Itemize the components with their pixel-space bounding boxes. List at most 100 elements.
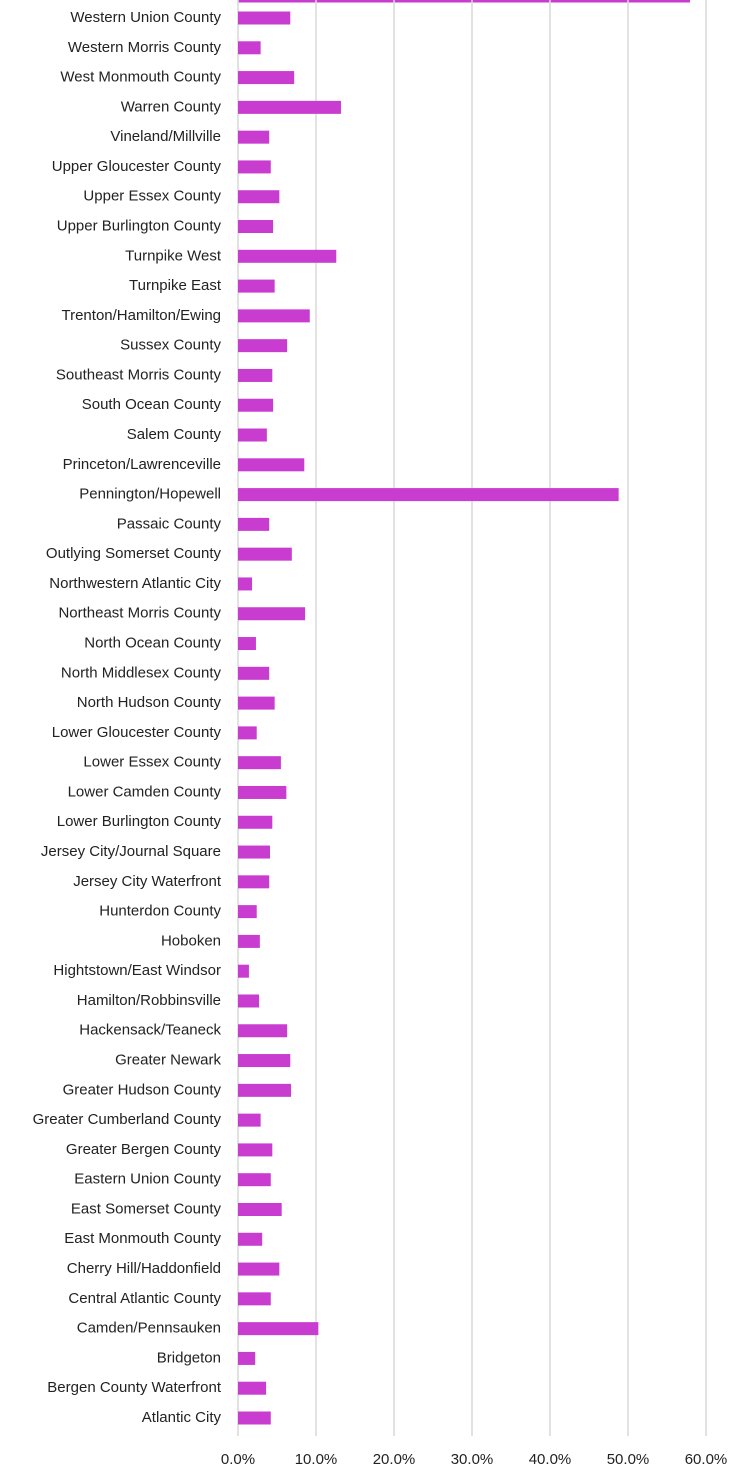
bar <box>238 249 337 263</box>
bar <box>238 428 267 442</box>
x-tick-label: 20.0% <box>373 1451 416 1468</box>
y-tick-label: Northeast Morris County <box>58 605 221 622</box>
y-tick-label: Jersey City Waterfront <box>73 873 222 890</box>
y-tick-label: Warren County <box>121 98 222 115</box>
y-tick-label: Western Morris County <box>68 39 222 56</box>
bar <box>238 726 257 740</box>
bar <box>238 1381 267 1395</box>
y-tick-label: Turnpike West <box>125 247 222 264</box>
y-tick-label: Princeton/Lawrenceville <box>63 456 221 473</box>
y-tick-label: Hackensack/Teaneck <box>79 1022 221 1039</box>
bar <box>238 785 287 799</box>
bar <box>238 845 270 859</box>
y-tick-label: Hoboken <box>161 932 221 949</box>
bar <box>238 1113 261 1127</box>
bar <box>238 607 306 621</box>
y-tick-label: Greater Hudson County <box>63 1081 222 1098</box>
x-tick-label: 10.0% <box>295 1451 338 1468</box>
y-tick-label: East Monmouth County <box>64 1230 221 1247</box>
bar <box>238 1292 271 1306</box>
y-tick-label: South Ocean County <box>82 396 222 413</box>
y-tick-label: Lower Camden County <box>68 783 222 800</box>
y-tick-label: Sussex County <box>120 337 221 354</box>
bar <box>238 994 260 1008</box>
bar <box>238 220 274 234</box>
bar <box>238 517 270 531</box>
y-tick-label: Greater Cumberland County <box>33 1111 222 1128</box>
bar <box>238 547 292 561</box>
bar <box>238 1232 263 1246</box>
bar <box>238 339 288 353</box>
y-tick-label: Lower Burlington County <box>57 813 222 830</box>
bar <box>238 71 295 85</box>
x-tick-label: 30.0% <box>451 1451 494 1468</box>
bar <box>238 666 270 680</box>
bar <box>238 815 273 829</box>
bar <box>238 279 275 293</box>
y-tick-label: Bridgeton <box>157 1349 221 1366</box>
bar <box>238 1143 273 1157</box>
y-tick-label: North Middlesex County <box>61 664 222 681</box>
bar <box>238 756 281 770</box>
bar <box>238 1351 256 1365</box>
bar <box>238 577 253 591</box>
bar <box>238 11 291 25</box>
bar <box>238 1411 271 1425</box>
y-tick-label: Passaic County <box>117 515 222 532</box>
x-tick-label: 0.0% <box>221 1451 255 1468</box>
y-tick-label: Jersey City/Journal Square <box>41 843 221 860</box>
y-tick-label: Trenton/Hamilton/Ewing <box>61 307 221 324</box>
x-tick-label: 50.0% <box>607 1451 650 1468</box>
y-tick-label: Lower Essex County <box>83 754 221 771</box>
y-tick-label: Upper Gloucester County <box>52 158 222 175</box>
bar <box>238 458 305 472</box>
y-tick-label: Southeast Morris County <box>56 366 222 383</box>
y-tick-label: Camden/Pennsauken <box>77 1320 221 1337</box>
bar <box>238 488 619 502</box>
y-tick-label: Upper Essex County <box>83 188 221 205</box>
y-tick-label: North Hudson County <box>77 694 222 711</box>
x-tick-label: 60.0% <box>685 1451 728 1468</box>
y-tick-label: Lower Gloucester County <box>52 724 222 741</box>
bar <box>238 1173 271 1187</box>
bar <box>238 1024 288 1038</box>
y-tick-label: Cherry Hill/Haddonfield <box>67 1260 221 1277</box>
y-tick-label: Bergen County Waterfront <box>47 1379 222 1396</box>
bar <box>238 964 249 978</box>
bar <box>238 41 261 55</box>
bar <box>238 309 310 323</box>
bar <box>238 1262 280 1276</box>
y-tick-label: Greater Bergen County <box>66 1141 222 1158</box>
y-tick-label: Western Union County <box>70 9 221 26</box>
y-tick-label: East Somerset County <box>71 1200 222 1217</box>
y-tick-label: Central Atlantic County <box>68 1290 221 1307</box>
y-tick-label: Vineland/Millville <box>110 128 221 145</box>
y-tick-label: Outlying Somerset County <box>46 545 222 562</box>
x-tick-label: 40.0% <box>529 1451 572 1468</box>
bar <box>238 130 270 144</box>
y-tick-label: Atlantic City <box>142 1409 222 1426</box>
y-tick-label: West Monmouth County <box>60 69 221 86</box>
bar <box>238 398 274 412</box>
bar <box>238 1322 319 1336</box>
y-tick-label: Eastern Union County <box>74 1171 221 1188</box>
y-tick-label: Pennington/Hopewell <box>79 486 221 503</box>
bar <box>238 1202 282 1216</box>
bar <box>238 934 260 948</box>
y-tick-label: Salem County <box>127 426 222 443</box>
bar <box>238 190 280 204</box>
bar <box>238 100 341 114</box>
y-tick-label: Northwestern Atlantic City <box>49 575 221 592</box>
bar <box>238 875 270 889</box>
bar <box>238 905 257 919</box>
bar <box>238 160 271 174</box>
bar <box>238 637 256 651</box>
y-tick-label: Upper Burlington County <box>57 217 222 234</box>
y-tick-label: Hightstown/East Windsor <box>53 962 221 979</box>
y-tick-label: Hamilton/Robbinsville <box>77 992 221 1009</box>
y-tick-label: Hunterdon County <box>99 903 221 920</box>
bar <box>238 1083 292 1097</box>
bar <box>238 696 275 710</box>
y-tick-label: Turnpike East <box>129 277 222 294</box>
